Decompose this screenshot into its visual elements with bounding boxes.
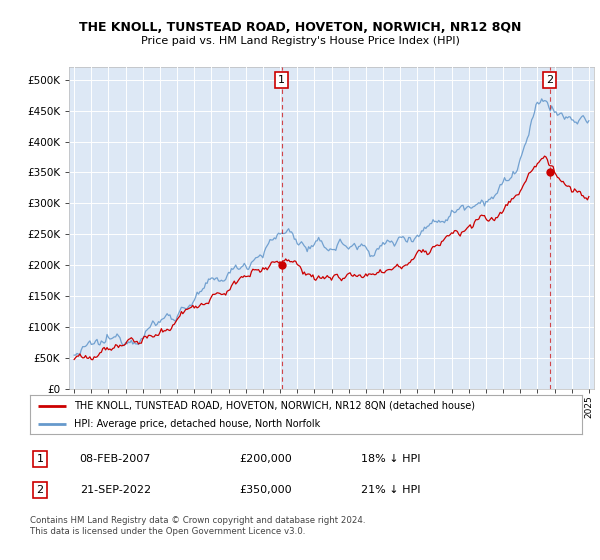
Text: 21% ↓ HPI: 21% ↓ HPI (361, 485, 421, 495)
Text: 21-SEP-2022: 21-SEP-2022 (80, 485, 151, 495)
Text: 08-FEB-2007: 08-FEB-2007 (80, 454, 151, 464)
Text: THE KNOLL, TUNSTEAD ROAD, HOVETON, NORWICH, NR12 8QN: THE KNOLL, TUNSTEAD ROAD, HOVETON, NORWI… (79, 21, 521, 34)
Text: £350,000: £350,000 (240, 485, 292, 495)
Text: £200,000: £200,000 (240, 454, 293, 464)
Text: HPI: Average price, detached house, North Norfolk: HPI: Average price, detached house, Nort… (74, 419, 320, 429)
Text: Contains HM Land Registry data © Crown copyright and database right 2024.
This d: Contains HM Land Registry data © Crown c… (30, 516, 365, 536)
Text: 2: 2 (546, 75, 553, 85)
Text: 2: 2 (37, 485, 43, 495)
Text: THE KNOLL, TUNSTEAD ROAD, HOVETON, NORWICH, NR12 8QN (detached house): THE KNOLL, TUNSTEAD ROAD, HOVETON, NORWI… (74, 401, 475, 411)
Text: Price paid vs. HM Land Registry's House Price Index (HPI): Price paid vs. HM Land Registry's House … (140, 36, 460, 46)
Text: 1: 1 (278, 75, 285, 85)
Text: 1: 1 (37, 454, 43, 464)
Text: 18% ↓ HPI: 18% ↓ HPI (361, 454, 421, 464)
